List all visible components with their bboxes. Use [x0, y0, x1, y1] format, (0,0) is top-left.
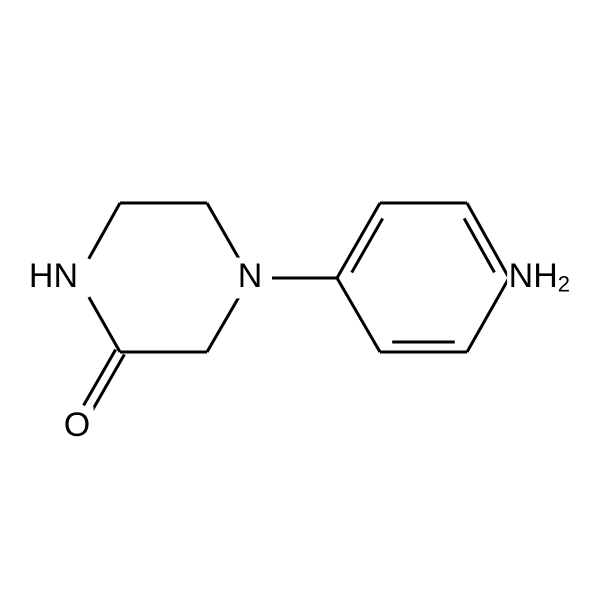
atom-label: O	[64, 406, 90, 444]
atom-label: HN	[29, 257, 78, 295]
atom-label: N	[238, 257, 263, 295]
chemical-structure-diagram: OHNNNH2	[0, 0, 600, 600]
